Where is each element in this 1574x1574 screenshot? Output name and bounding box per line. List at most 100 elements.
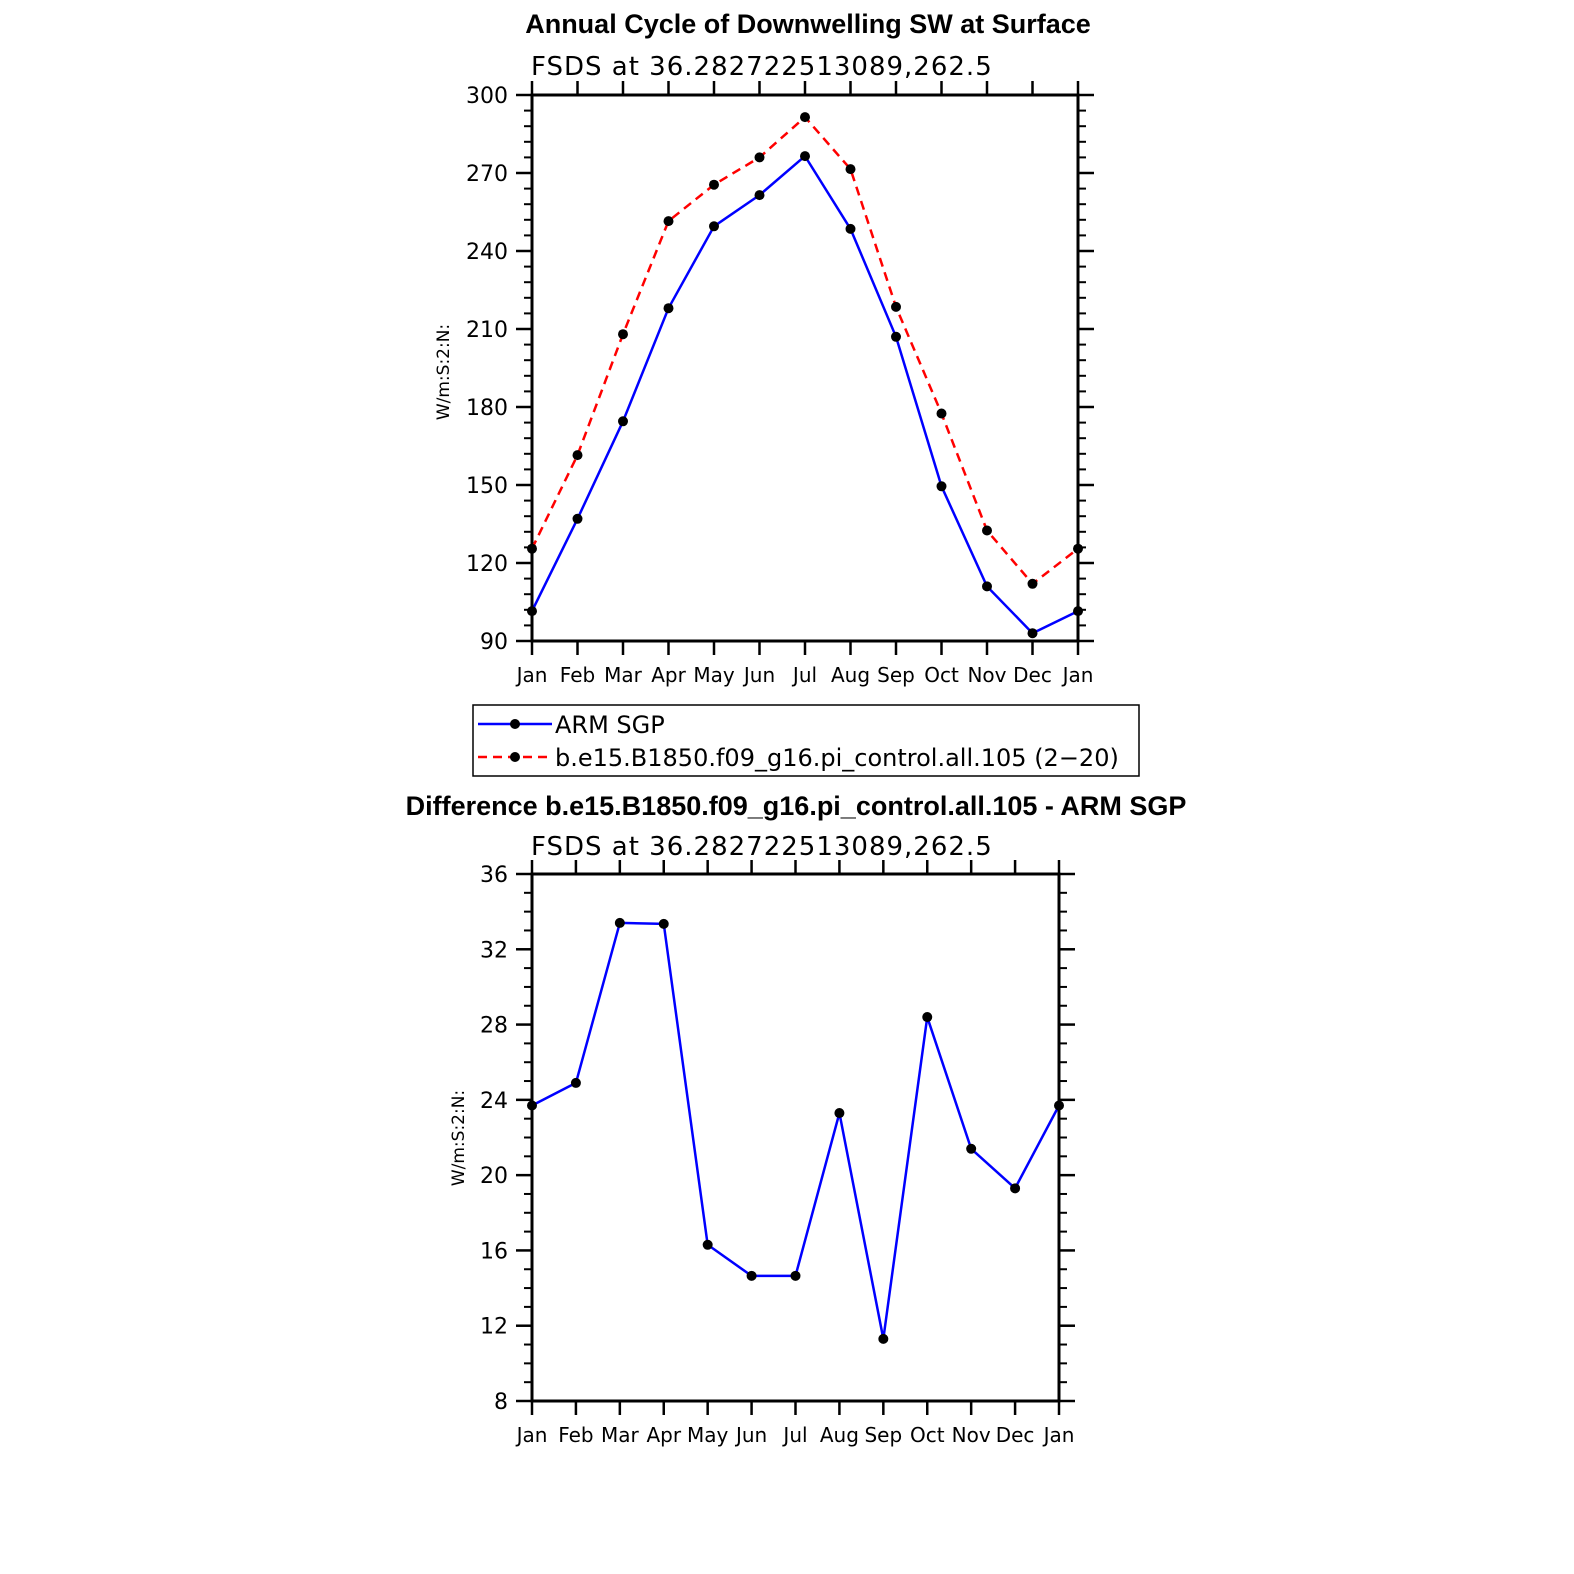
data-point [570, 1077, 581, 1088]
y-tick-label: 240 [466, 240, 508, 265]
data-point [878, 1333, 889, 1344]
data-point [572, 450, 583, 461]
data-point [1027, 578, 1038, 589]
y-tick-label: 20 [480, 1164, 508, 1189]
legend-marker-model [510, 752, 520, 762]
data-point [834, 1108, 845, 1119]
data-point [891, 301, 901, 312]
series-line-0 [530, 154, 1079, 635]
data-point [658, 918, 669, 929]
x-tick-label: Feb [560, 663, 595, 687]
data-point [618, 416, 628, 427]
series-line-1 [530, 115, 1079, 586]
x-tick-label: Apr [651, 663, 686, 687]
data-point [754, 190, 765, 201]
annual-cycle-panel: Annual Cycle of Downwelling SW at Surfac… [434, 9, 1094, 687]
x-tick-label: Jul [791, 663, 817, 687]
y-tick-label: 90 [480, 630, 508, 655]
difference-panel: Difference b.e15.B1850.f09_g16.pi_contro… [406, 791, 1187, 1447]
data-point [663, 303, 674, 314]
chart-subtitle: FSDS at 36.282722513089,262.5 [531, 52, 993, 82]
y-ticks: 8 12 16 20 24 28 32 36 [480, 863, 1075, 1415]
y-axis-label: W/m:S:2:N: [434, 324, 454, 420]
x-tick-label: Jun [734, 1423, 767, 1447]
data-point [936, 481, 947, 492]
y-axis-label: W/m:S:2:N: [449, 1090, 469, 1186]
chart-title: Annual Cycle of Downwelling SW at Surfac… [525, 9, 1091, 39]
x-tick-label: Jun [742, 663, 775, 687]
x-tick-label: Oct [924, 663, 959, 687]
x-tick-label: Jan [515, 663, 548, 687]
legend-label-model: b.e15.B1850.f09_g16.pi_control.all.105 (… [555, 744, 1119, 772]
y-tick-label: 12 [480, 1315, 508, 1340]
data-point [614, 917, 625, 928]
y-tick-label: 24 [480, 1089, 508, 1114]
y-tick-label: 300 [466, 84, 508, 109]
x-tick-label: Sep [864, 1423, 902, 1447]
x-ticks: Jan Feb Mar Apr May Jun Jul Aug Sep Oct Nov Dec Jan [515, 860, 1075, 1447]
series-layer [527, 112, 1083, 639]
x-tick-label: May [687, 1423, 729, 1447]
data-point [845, 223, 856, 234]
y-tick-label: 180 [466, 396, 508, 421]
data-point [1073, 543, 1083, 554]
data-point [709, 221, 719, 232]
x-tick-label: Apr [646, 1423, 681, 1447]
data-point [982, 525, 992, 536]
chart-subtitle: FSDS at 36.282722513089,262.5 [531, 832, 993, 862]
y-tick-label: 120 [466, 552, 508, 577]
data-point [845, 164, 856, 175]
y-tick-label: 270 [466, 162, 508, 187]
y-tick-label: 32 [480, 938, 508, 963]
x-tick-label: Aug [831, 663, 870, 687]
data-point [527, 543, 537, 554]
data-point [754, 152, 765, 163]
x-tick-label: May [693, 663, 735, 687]
y-ticks: 90 120 150 180 210 240 270 300 [466, 84, 1094, 655]
legend: ARM SGP b.e15.B1850.f09_g16.pi_control.a… [472, 704, 1140, 777]
x-tick-label: Jul [781, 1423, 807, 1447]
y-tick-label: 210 [466, 318, 508, 343]
y-tick-label: 150 [466, 474, 508, 499]
x-tick-label: Dec [1013, 663, 1052, 687]
x-tick-label: Jan [1061, 663, 1094, 687]
data-point [663, 216, 674, 227]
x-tick-label: Oct [910, 1423, 945, 1447]
y-tick-label: 36 [480, 863, 508, 888]
x-tick-label: Aug [820, 1423, 859, 1447]
data-point [800, 112, 810, 123]
data-point [982, 581, 992, 592]
x-tick-label: Dec [996, 1423, 1035, 1447]
data-point [891, 331, 901, 342]
data-point [800, 151, 810, 162]
chart-title: Difference b.e15.B1850.f09_g16.pi_contro… [406, 791, 1187, 821]
y-tick-label: 16 [480, 1239, 508, 1264]
x-tick-label: Jan [1042, 1423, 1075, 1447]
data-point [966, 1143, 977, 1154]
data-point [527, 606, 537, 617]
series-layer [527, 917, 1064, 1344]
x-tick-label: Nov [952, 1423, 991, 1447]
data-point [572, 513, 583, 524]
y-tick-label: 8 [494, 1390, 508, 1415]
data-point [527, 1100, 537, 1111]
y-tick-label: 28 [480, 1014, 508, 1039]
data-point [1073, 606, 1083, 617]
plot-frame [530, 93, 1080, 643]
legend-box [472, 704, 1140, 777]
data-point [702, 1239, 713, 1250]
x-tick-label: Mar [604, 663, 643, 687]
x-tick-label: Sep [877, 663, 915, 687]
data-point [618, 329, 628, 340]
data-point [746, 1270, 757, 1281]
data-point [1027, 628, 1038, 639]
x-tick-label: Nov [967, 663, 1006, 687]
data-point [1010, 1183, 1021, 1194]
x-tick-label: Feb [558, 1423, 593, 1447]
plot-frame [530, 872, 1061, 1403]
data-point [922, 1012, 933, 1023]
legend-label-arm-sgp: ARM SGP [555, 711, 665, 739]
data-point [790, 1270, 801, 1281]
x-tick-label: Jan [515, 1423, 548, 1447]
